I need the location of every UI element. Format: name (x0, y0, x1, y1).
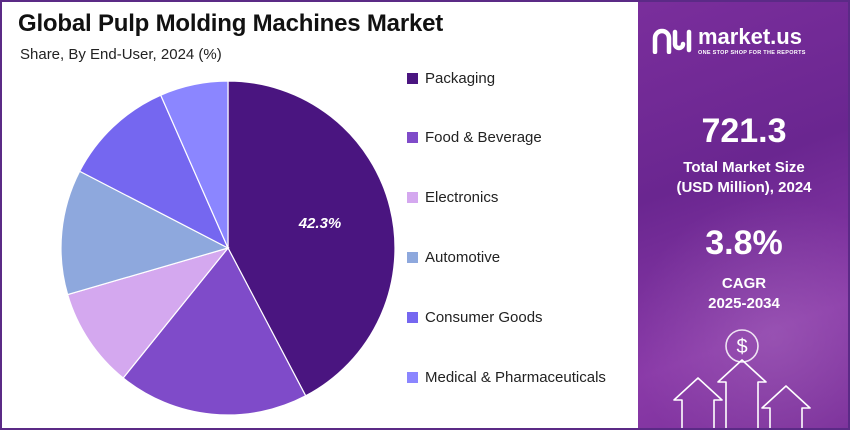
side-panel: market.us ONE STOP SHOP FOR THE REPORTS … (638, 0, 850, 430)
cagr-label-line2: 2025-2034 (708, 295, 780, 312)
legend-swatch (407, 311, 418, 323)
cagr-label-line1: CAGR (721, 275, 767, 292)
pie-slice-consumer-goods (78, 94, 230, 250)
legend-label: Packaging (425, 69, 496, 87)
pie-slice-food-beverage (122, 246, 307, 416)
chart-panel: Global Pulp Molding Machines Market Shar… (0, 0, 638, 430)
market-size-label-line2: (USD Million), 2024 (676, 179, 812, 196)
chart-subtitle: Share, By End-User, 2024 (%) (20, 46, 222, 63)
chart-title: Global Pulp Molding Machines Market (18, 10, 444, 37)
legend-label: Automotive (425, 248, 501, 266)
growth-arrows-icon: $ (673, 329, 811, 428)
pie-data-label: 42.3% (298, 215, 342, 232)
brand[interactable]: market.us ONE STOP SHOP FOR THE REPORTS (652, 26, 806, 56)
legend-label: Electronics (425, 189, 499, 207)
background-glow (638, 182, 848, 428)
legend-label: Medical & Pharmaceuticals (425, 368, 606, 386)
pie-slice-electronics (66, 246, 230, 379)
legend-item: Consumer Goods (407, 307, 543, 327)
legend-item: Packaging (407, 68, 495, 88)
legend-item: Automotive (407, 247, 500, 267)
legend-label: Food & Beverage (425, 129, 542, 147)
legend-item: Food & Beverage (407, 128, 542, 148)
market-size-label-line1: Total Market Size (683, 159, 805, 176)
pie-chart: 42.3% (60, 80, 396, 416)
pie-slice-medical-pharmaceuticals (159, 80, 229, 249)
legend-swatch (407, 132, 418, 144)
legend-swatch (407, 192, 418, 204)
legend-item: Medical & Pharmaceuticals (407, 367, 606, 387)
brand-name: market.us (698, 24, 802, 49)
legend-item: Electronics (407, 188, 498, 208)
market-size-value: 721.3 (701, 112, 787, 150)
legend-label: Consumer Goods (425, 308, 543, 326)
brand-tagline: ONE STOP SHOP FOR THE REPORTS (698, 50, 806, 56)
market-us-logo-icon (652, 28, 692, 54)
pie-slice-packaging (227, 80, 396, 397)
legend-swatch (407, 72, 418, 84)
cagr-value: 3.8% (705, 224, 783, 262)
legend-swatch (407, 251, 418, 263)
pie-slice-automotive (60, 170, 230, 296)
legend-swatch (407, 371, 418, 383)
dollar-symbol: $ (736, 336, 747, 358)
